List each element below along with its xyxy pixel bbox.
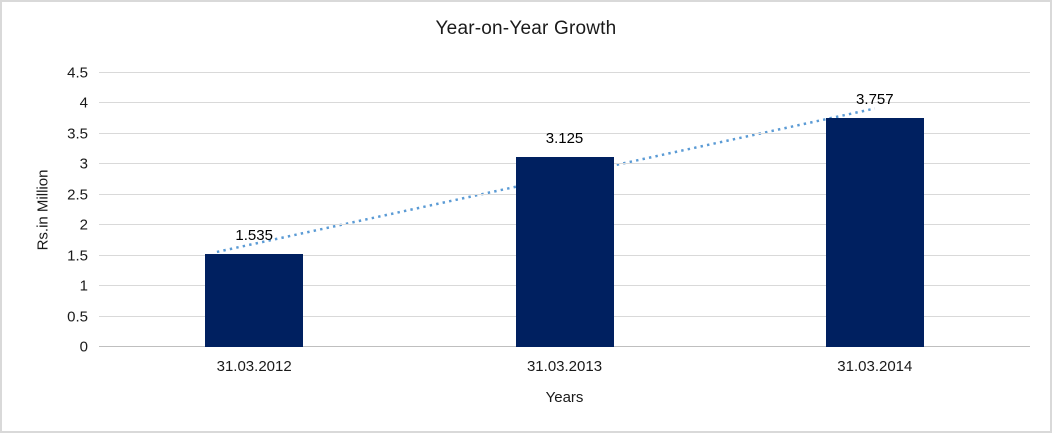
y-tick-label: 3.5: [67, 125, 88, 143]
data-label: 3.125: [545, 129, 584, 147]
bar: [205, 253, 304, 347]
x-tick-label: 31.03.2014: [837, 358, 913, 375]
y-tick-label: 4.5: [67, 64, 88, 82]
y-tick-label: 0: [79, 338, 88, 356]
gridline: [99, 72, 1030, 73]
x-tick-label: 31.03.2013: [526, 358, 603, 375]
y-tick-label: 2: [79, 216, 88, 234]
plot-area: 0 0.5 1 1.5 2 2.5 3 3.5 4 4.5 1.535 31.03.2012 3.125…: [67, 66, 1030, 374]
y-tick-label: 3: [79, 155, 88, 173]
y-tick-label: 1.5: [67, 247, 88, 265]
bar: [825, 118, 924, 347]
y-axis-title: Rs.in Million: [34, 169, 52, 251]
x-tick-label: 31.03.2012: [216, 358, 292, 375]
x-axis-title: Years: [545, 389, 584, 406]
data-label: 1.535: [235, 226, 273, 244]
y-tick-label: 4: [79, 94, 88, 112]
y-tick-label: 1: [79, 277, 88, 295]
y-tick-label: 0.5: [67, 308, 88, 326]
bar: [515, 156, 614, 347]
chart-title: Year-on-Year Growth: [435, 18, 617, 39]
gridline: [99, 132, 1030, 134]
data-label: 3.757: [856, 91, 894, 109]
y-tick-label: 2.5: [67, 186, 88, 204]
gridline: [99, 102, 1030, 104]
